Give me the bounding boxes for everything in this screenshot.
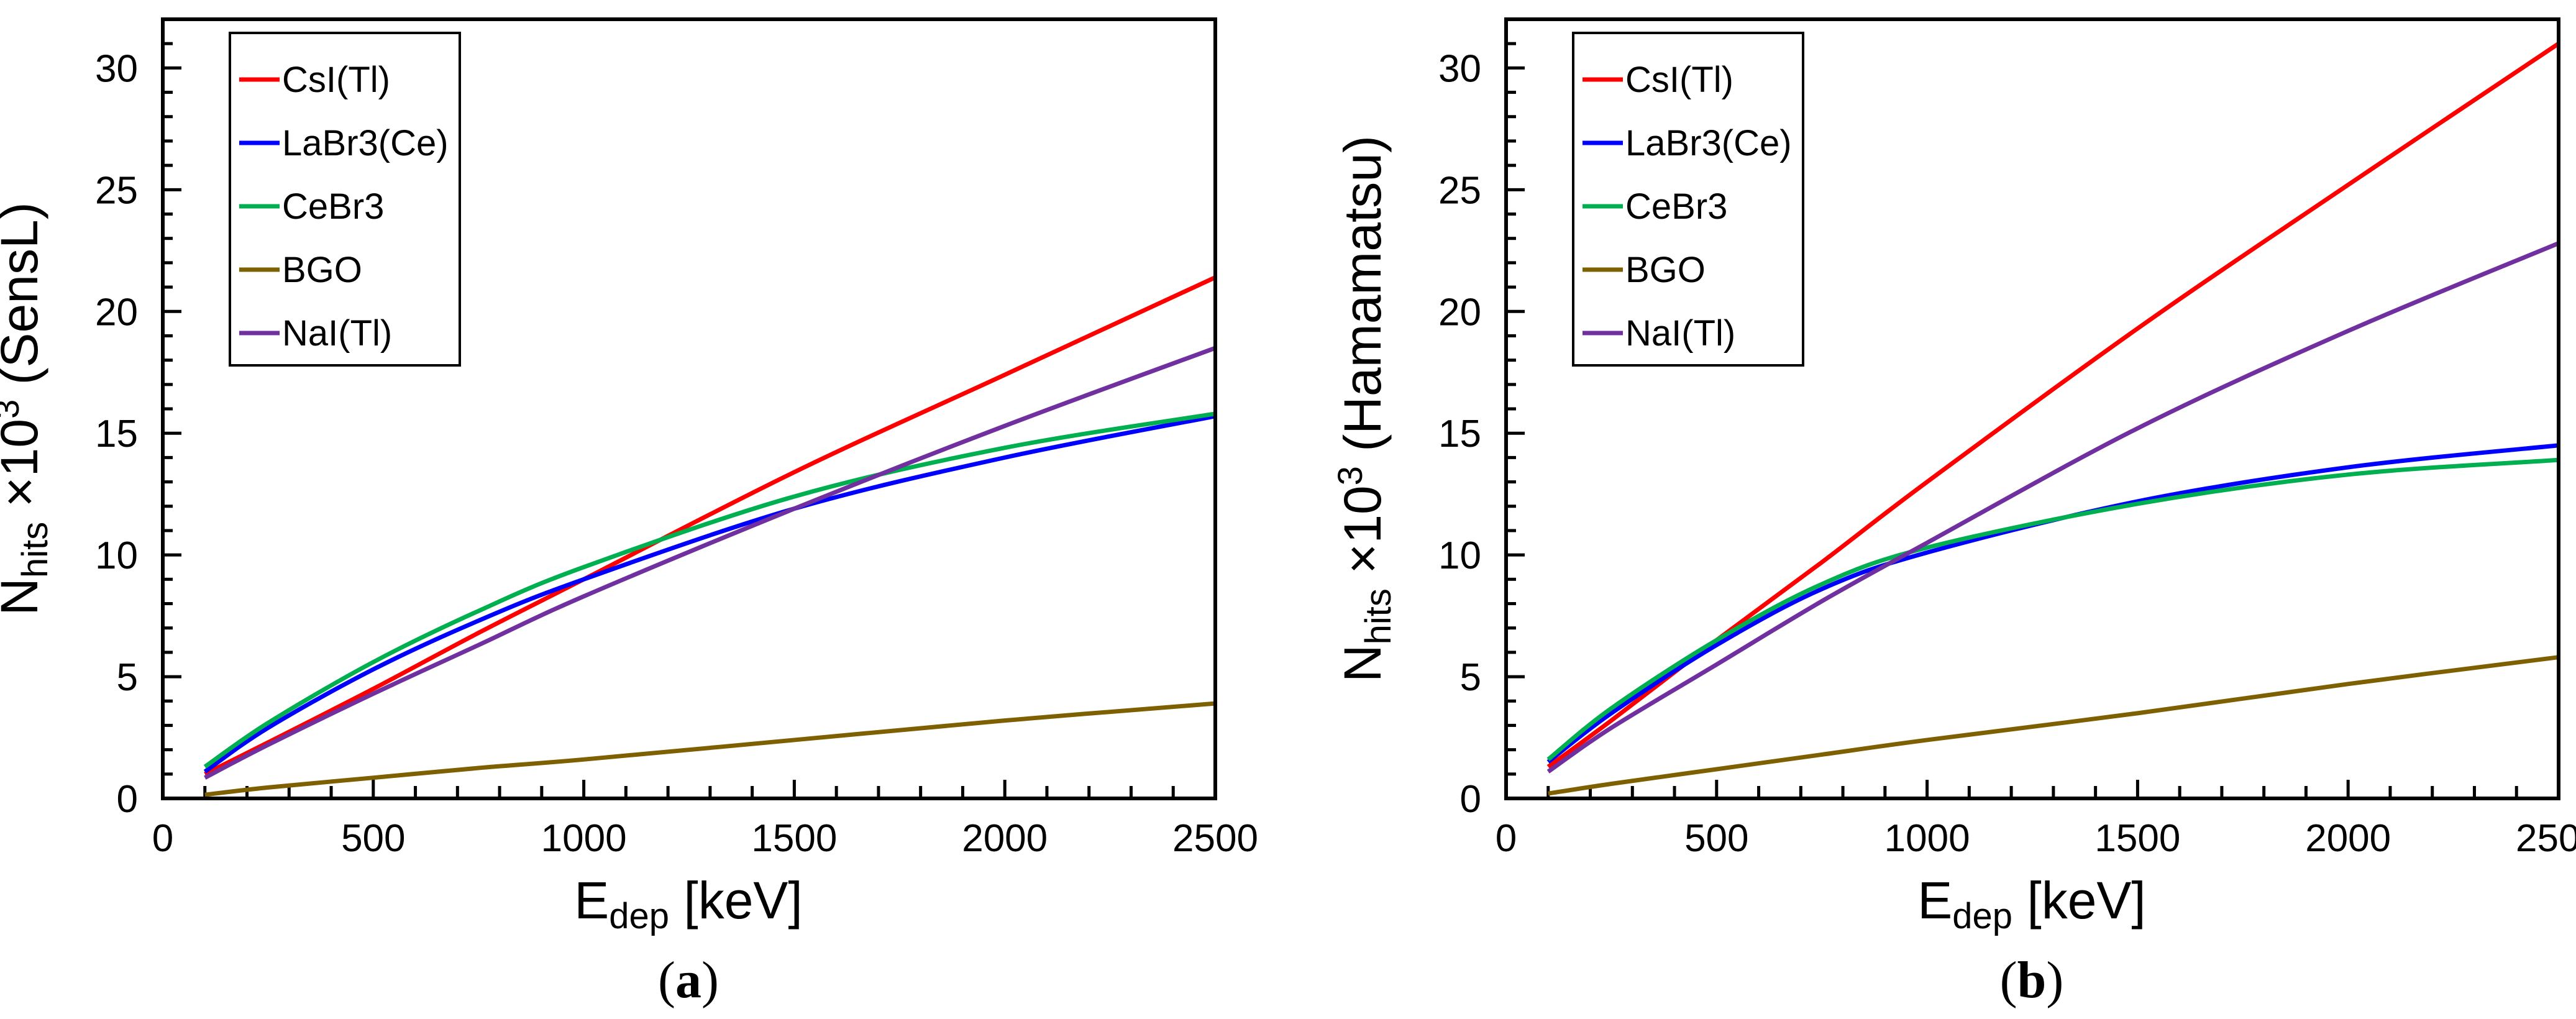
x-tick-label: 500 — [1684, 817, 1748, 860]
y-tick-label: 20 — [1438, 291, 1481, 334]
panel-caption: (b) — [2000, 951, 2064, 1009]
y-tick-label: 20 — [95, 291, 138, 334]
y-tick-label: 30 — [1438, 47, 1481, 90]
legend-item: LaBr3(Ce) — [1583, 123, 1792, 163]
x-tick-label: 1500 — [751, 817, 837, 860]
y-tick-label: 0 — [1460, 778, 1481, 821]
legend-label: CsI(Tl) — [1625, 60, 1733, 100]
panel-caption: (a) — [658, 951, 719, 1009]
panel-b: Edep [keV] Nhits ×103 (Hamamatsu) (b) 0 5… — [1330, 17, 2576, 1009]
y-tick-label: 0 — [117, 778, 138, 821]
plot-frame — [1504, 17, 2560, 800]
series-line-labr3-ce — [203, 414, 1216, 774]
x-axis-label: Edep [keV] — [1917, 871, 2146, 936]
legend-label: LaBr3(Ce) — [282, 123, 449, 163]
x-tick-label: 1500 — [2094, 817, 2180, 860]
legend-label: CeBr3 — [1625, 186, 1727, 227]
y-tick-label: 5 — [117, 656, 138, 699]
y-tick-label: 30 — [95, 47, 138, 90]
x-tick-label: 500 — [341, 817, 405, 860]
series-line-nai-tl — [1546, 241, 2560, 774]
x-axis-label: Edep [keV] — [574, 871, 803, 936]
legend: CsI(Tl) LaBr3(Ce) CeBr3 BGO NaI(Tl) — [1572, 32, 1804, 367]
y-tick-label: 15 — [1438, 413, 1481, 455]
legend-item: NaI(Tl) — [1583, 313, 1735, 354]
legend-label: CeBr3 — [282, 186, 384, 227]
x-tick-label: 1000 — [1884, 817, 1970, 860]
legend-item: NaI(Tl) — [239, 313, 392, 354]
x-tick-label: 0 — [1496, 817, 1517, 860]
x-tick-label: 2500 — [2516, 817, 2576, 860]
legend-item: CeBr3 — [239, 186, 384, 227]
series-line-csi-tl — [1546, 42, 2560, 769]
legend-item: BGO — [239, 250, 362, 290]
series-line-cebr3 — [203, 411, 1216, 769]
series-line-labr3-ce — [1546, 443, 2559, 764]
legend-item: BGO — [1583, 250, 1706, 290]
plot-frame — [161, 17, 1217, 800]
legend-label: CsI(Tl) — [282, 60, 390, 100]
y-tick-label: 5 — [1460, 656, 1481, 699]
legend-label: BGO — [1625, 250, 1706, 290]
panel-a: Edep [keV] Nhits ×103 (SensL) (a) 0 500 10… — [0, 17, 1258, 1009]
legend-label: LaBr3(Ce) — [1625, 123, 1792, 163]
y-tick-label: 25 — [1438, 169, 1481, 212]
series-line-bgo — [204, 701, 1216, 797]
legend-item: CsI(Tl) — [1583, 60, 1733, 100]
x-tick-label: 1000 — [541, 817, 627, 860]
legend-item: LaBr3(Ce) — [239, 123, 449, 163]
series-line-bgo — [1548, 655, 2559, 796]
legend: CsI(Tl) LaBr3(Ce) CeBr3 BGO NaI(Tl) — [229, 32, 461, 367]
y-tick-label: 25 — [95, 169, 138, 212]
y-tick-label: 15 — [95, 413, 138, 455]
series-line-cebr3 — [1546, 457, 2559, 762]
legend-box — [1572, 32, 1804, 367]
legend-label: BGO — [282, 250, 362, 290]
x-tick-label: 2000 — [962, 817, 1048, 860]
y-tick-label: 10 — [1438, 534, 1481, 577]
x-tick-label: 2000 — [2305, 817, 2391, 860]
legend-item: CsI(Tl) — [239, 60, 390, 100]
y-tick-label: 10 — [95, 534, 138, 577]
series-line-nai-tl — [204, 345, 1217, 780]
x-tick-label: 2500 — [1172, 817, 1258, 860]
x-tick-label: 0 — [152, 817, 173, 860]
legend-item: CeBr3 — [1583, 186, 1727, 227]
y-axis-label: Nhits ×103 (Hamamatsu) — [1330, 135, 1399, 682]
legend-label: NaI(Tl) — [1625, 313, 1735, 354]
y-axis-label: Nhits ×103 (SensL) — [0, 202, 55, 615]
legend-box — [229, 32, 461, 367]
legend-label: NaI(Tl) — [282, 313, 392, 354]
